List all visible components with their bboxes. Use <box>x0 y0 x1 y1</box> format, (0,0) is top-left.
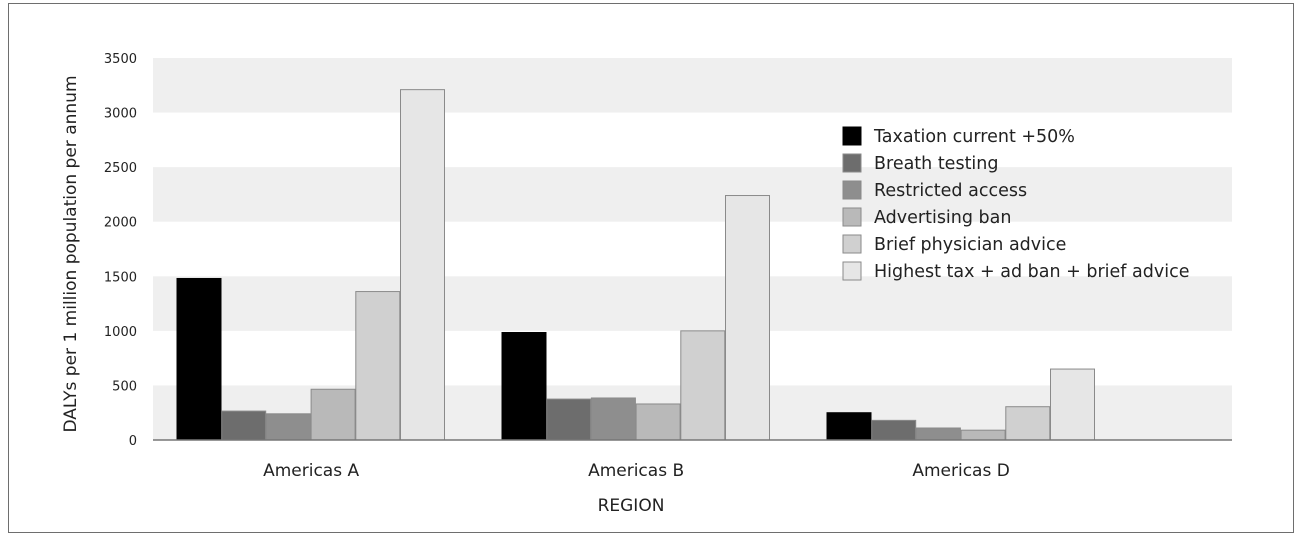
category-labels: Americas A Americas B Americas D <box>263 461 1010 481</box>
bar <box>176 277 222 441</box>
bar <box>501 331 547 441</box>
y-tick-label: 3500 <box>104 52 137 67</box>
bar <box>826 412 872 441</box>
grid-band <box>153 276 1232 331</box>
bar <box>960 429 1006 441</box>
bar <box>265 413 311 441</box>
legend-label: Brief physician advice <box>874 235 1066 255</box>
grid-band <box>153 58 1232 113</box>
legend-label: Restricted access <box>874 181 1027 201</box>
y-tick-label: 0 <box>129 434 137 449</box>
bar <box>590 397 636 441</box>
y-tick-label: 3000 <box>104 107 137 122</box>
y-tick-label: 1000 <box>104 325 137 340</box>
bar <box>635 403 681 441</box>
bar <box>915 427 961 441</box>
y-axis-label: DALYs per 1 million population per annum <box>61 76 81 433</box>
bars <box>176 89 1095 441</box>
bar <box>1005 406 1051 441</box>
category-label: Americas B <box>588 461 684 481</box>
legend-swatch <box>842 234 862 254</box>
y-tick-labels: 0 500 1000 1500 2000 2500 3000 3500 <box>104 52 137 449</box>
x-axis-label: REGION <box>598 496 665 516</box>
bar <box>221 410 267 441</box>
bar <box>546 398 592 441</box>
y-tick-label: 500 <box>112 379 137 394</box>
category-label: Americas A <box>263 461 359 481</box>
legend-swatch <box>842 126 862 146</box>
bar <box>310 388 356 441</box>
legend-swatch <box>842 207 862 227</box>
legend: Taxation current +50% Breath testing Restr… <box>842 126 1189 282</box>
grid-band <box>153 167 1232 222</box>
y-tick-label: 1500 <box>104 270 137 285</box>
y-tick-label: 2000 <box>104 216 137 231</box>
category-label: Americas D <box>912 461 1009 481</box>
legend-label: Advertising ban <box>874 208 1011 228</box>
bar <box>871 419 917 441</box>
bar <box>680 330 726 441</box>
legend-swatch <box>842 180 862 200</box>
bar <box>400 89 445 441</box>
legend-swatch <box>842 261 862 281</box>
legend-label: Highest tax + ad ban + brief advice <box>874 262 1189 282</box>
y-tick-label: 2500 <box>104 161 137 176</box>
legend-label: Taxation current +50% <box>873 127 1075 147</box>
legend-swatch <box>842 153 862 173</box>
legend-label: Breath testing <box>874 154 999 174</box>
bar <box>355 291 401 441</box>
bar <box>725 195 770 441</box>
bar <box>1050 368 1095 441</box>
